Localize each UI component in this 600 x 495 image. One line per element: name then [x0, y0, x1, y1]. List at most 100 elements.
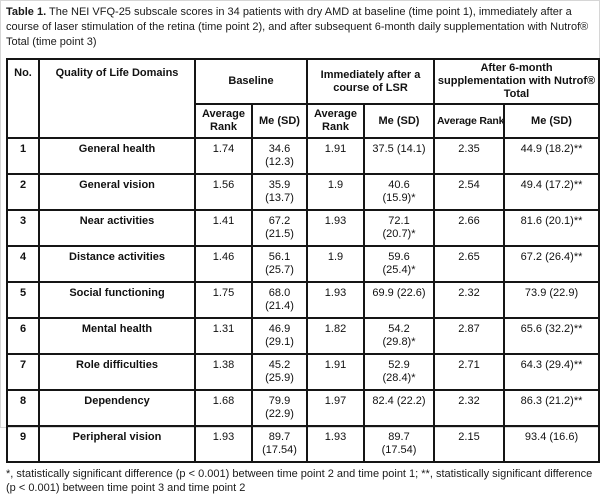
baseline-rank-cell: 1.41: [194, 209, 253, 247]
lsr-me-cell: 82.4 (22.2): [363, 389, 435, 427]
lsr-me-cell: 37.5 (14.1): [363, 137, 435, 175]
baseline-rank-cell: 1.56: [194, 173, 253, 211]
header-group-lsr: Immediately after a course of LSR: [306, 58, 435, 105]
header-baseline-avg-rank: Average Rank: [194, 103, 253, 139]
table-row: 8 Dependency 1.68 79.9 (22.9) 1.97 82.4 (22.2…: [6, 389, 600, 427]
lsr-me-cell: 52.9 (28.4)*: [363, 353, 435, 391]
baseline-me-cell: 34.6 (12.3): [251, 137, 308, 175]
table-row: 4 Distance activities 1.46 56.1 (25.7) 1.9 59…: [6, 245, 600, 283]
row-no: 6: [6, 317, 40, 355]
header-no: No.: [6, 58, 40, 139]
lsr-rank-cell: 1.82: [306, 317, 365, 355]
domain-cell: Distance activities: [38, 245, 196, 283]
nutrof-me-cell: 64.3 (29.4)**: [502, 353, 600, 391]
lsr-me-cell: 69.9 (22.6): [363, 281, 435, 319]
header-row-groups: No. Quality of Life Domains Baseline Imm…: [6, 58, 600, 139]
nutrof-rank-cell: 2.15: [433, 425, 505, 463]
baseline-me-cell: 68.0 (21.4): [251, 281, 308, 319]
table-row: 9 Peripheral vision 1.93 89.7 (17.54) 1.93 89…: [6, 425, 600, 463]
header-nutrof-avg-rank: Average Rank: [433, 103, 505, 139]
nutrof-me-cell: 65.6 (32.2)**: [502, 317, 600, 355]
lsr-rank-cell: 1.9: [306, 173, 365, 211]
nutrof-rank-cell: 2.32: [433, 281, 505, 319]
lsr-rank-cell: 1.91: [306, 353, 365, 391]
lsr-me-cell: 89.7 (17.54): [363, 425, 435, 463]
header-row-sub: Average Rank Me (SD) Average Rank Me (SD…: [7, 103, 600, 139]
baseline-me-cell: 89.7 (17.54): [251, 425, 308, 463]
nutrof-rank-cell: 2.71: [433, 353, 505, 391]
table-body: 1 General health 1.74 34.6 (12.3) 1.91 37.5 (…: [6, 137, 600, 463]
caption-text: The NEI VFQ-25 subscale scores in 34 pat…: [6, 6, 589, 48]
baseline-rank-cell: 1.46: [194, 245, 253, 283]
baseline-rank-cell: 1.68: [194, 389, 253, 427]
baseline-me-cell: 56.1 (25.7): [251, 245, 308, 283]
nutrof-rank-cell: 2.66: [433, 209, 505, 247]
header-group-baseline: Baseline: [194, 58, 308, 105]
domain-cell: General vision: [38, 173, 196, 211]
row-no: 4: [6, 245, 40, 283]
lsr-rank-cell: 1.9: [306, 245, 365, 283]
nutrof-me-cell: 44.9 (18.2)**: [502, 137, 600, 175]
nutrof-me-cell: 93.4 (16.6): [502, 425, 600, 463]
row-no: 8: [6, 389, 40, 427]
baseline-rank-cell: 1.75: [194, 281, 253, 319]
nutrof-me-cell: 81.6 (20.1)**: [502, 209, 600, 247]
lsr-rank-cell: 1.93: [306, 209, 365, 247]
lsr-me-cell: 40.6 (15.9)*: [363, 173, 435, 211]
domain-cell: Mental health: [38, 317, 196, 355]
lsr-me-cell: 59.6 (25.4)*: [363, 245, 435, 283]
domain-cell: Dependency: [38, 389, 196, 427]
baseline-rank-cell: 1.31: [194, 317, 253, 355]
lsr-me-cell: 72.1 (20.7)*: [363, 209, 435, 247]
header-nutrof-me-sd: Me (SD): [502, 103, 600, 139]
nutrof-rank-cell: 2.65: [433, 245, 505, 283]
row-no: 3: [6, 209, 40, 247]
table-row: 5 Social functioning 1.75 68.0 (21.4) 1.93 69…: [6, 281, 600, 319]
row-no: 2: [6, 173, 40, 211]
header-domains: Quality of Life Domains: [38, 58, 196, 139]
nutrof-me-cell: 86.3 (21.2)**: [502, 389, 600, 427]
table-caption: Table 1. The NEI VFQ-25 subscale scores …: [6, 5, 595, 50]
table-row: 3 Near activities 1.41 67.2 (21.5) 1.93 72.1 …: [6, 209, 600, 247]
lsr-rank-cell: 1.97: [306, 389, 365, 427]
nutrof-me-cell: 73.9 (22.9): [502, 281, 600, 319]
row-no: 7: [6, 353, 40, 391]
table-row: 6 Mental health 1.31 46.9 (29.1) 1.82 54.2 (2…: [6, 317, 600, 355]
nutrof-rank-cell: 2.35: [433, 137, 505, 175]
lsr-rank-cell: 1.93: [306, 425, 365, 463]
baseline-rank-cell: 1.38: [194, 353, 253, 391]
header-lsr-avg-rank: Average Rank: [306, 103, 365, 139]
domain-cell: Near activities: [38, 209, 196, 247]
caption-label: Table 1.: [6, 6, 47, 18]
nutrof-rank-cell: 2.32: [433, 389, 505, 427]
header-group-nutrof: After 6-month supplementation with Nutro…: [432, 58, 600, 105]
table-footnote: *, statistically significant difference …: [6, 468, 593, 494]
lsr-rank-cell: 1.91: [306, 137, 365, 175]
baseline-rank-cell: 1.93: [194, 425, 253, 463]
baseline-rank-cell: 1.74: [194, 137, 253, 175]
table-row: 2 General vision 1.56 35.9 (13.7) 1.9 40.6 (1…: [6, 173, 600, 211]
row-no: 1: [6, 137, 40, 175]
lsr-me-cell: 54.2 (29.8)*: [363, 317, 435, 355]
baseline-me-cell: 79.9 (22.9): [251, 389, 308, 427]
nei-vfq25-table: No. Quality of Life Domains Baseline Imm…: [6, 58, 600, 463]
header-baseline-me-sd: Me (SD): [251, 103, 308, 139]
nutrof-rank-cell: 2.87: [433, 317, 505, 355]
table-row: 7 Role difficulties 1.38 45.2 (25.9) 1.91 52.…: [6, 353, 600, 391]
domain-cell: General health: [38, 137, 196, 175]
row-no: 9: [6, 425, 40, 463]
table-row: 1 General health 1.74 34.6 (12.3) 1.91 37.5 (…: [6, 137, 600, 175]
baseline-me-cell: 67.2 (21.5): [251, 209, 308, 247]
domain-cell: Role difficulties: [38, 353, 196, 391]
domain-cell: Peripheral vision: [38, 425, 196, 463]
row-no: 5: [6, 281, 40, 319]
baseline-me-cell: 46.9 (29.1): [251, 317, 308, 355]
nutrof-me-cell: 49.4 (17.2)**: [502, 173, 600, 211]
baseline-me-cell: 45.2 (25.9): [251, 353, 308, 391]
nutrof-rank-cell: 2.54: [433, 173, 505, 211]
header-lsr-me-sd: Me (SD): [363, 103, 435, 139]
baseline-me-cell: 35.9 (13.7): [251, 173, 308, 211]
lsr-rank-cell: 1.93: [306, 281, 365, 319]
domain-cell: Social functioning: [38, 281, 196, 319]
